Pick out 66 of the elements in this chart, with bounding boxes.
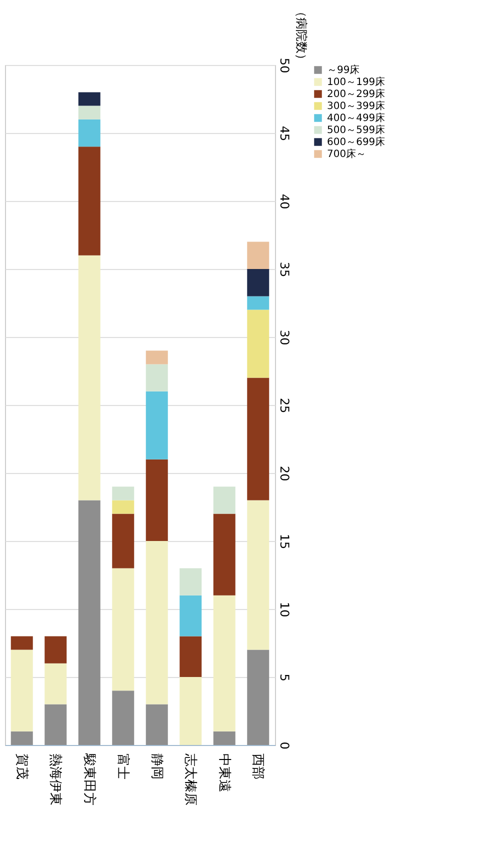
bar [146,350,168,364]
bar [247,242,270,269]
bar [213,486,236,514]
bar [112,514,134,568]
legend-label: 600～699床 [327,136,386,148]
bar [180,677,202,745]
y-tick-label: 45 [278,126,292,142]
bar [44,636,67,664]
x-tick-label: 駿東田方 [81,752,98,806]
bar [10,731,33,745]
bar [78,146,100,256]
bar [180,595,202,636]
x-tick-label: 賀茂 [14,754,29,780]
x-tick-label: 西部 [250,754,266,780]
legend-label: 500～599床 [327,124,386,136]
x-tick-label: 熱海伊東 [48,754,63,806]
legend-label: 100～199床 [327,76,386,88]
y-tick-label: 35 [278,262,292,278]
x-tick-label: 中東遠 [216,754,232,792]
bar [112,486,134,500]
bar [247,310,270,378]
bar [146,541,168,704]
bar [180,636,202,677]
bar [247,269,270,296]
bar [78,106,100,120]
legend-label: 700床～ [327,148,366,160]
legend-label: 300～399床 [327,100,386,112]
bar [112,500,134,514]
y-tick-label: 20 [278,466,292,482]
bar [10,650,33,732]
bar [146,391,168,460]
bar [78,119,100,147]
x-tick-label: 富士 [115,754,132,780]
bar [180,568,202,596]
y-tick-label: 50 [278,58,292,74]
bar [146,704,168,745]
bar [247,500,270,650]
y-tick-label: 30 [278,330,292,346]
bar [247,378,270,500]
bar [78,255,100,500]
y-tick-label: 10 [278,602,292,618]
bar [78,500,100,745]
bar [44,663,67,704]
y-tick-label: 40 [278,194,292,210]
legend-label: 400～499床 [327,112,386,124]
x-tick-label: 静岡 [148,754,164,780]
bar [146,364,168,392]
bar [44,704,67,745]
legend-label: ～99床 [327,64,360,76]
legend-label: 200～299床 [327,88,386,100]
y-tick-label: 0 [278,742,292,750]
bar [213,595,236,732]
bar [10,636,33,650]
bar [78,92,100,106]
bar [247,296,270,310]
y-axis-title: （病院数） [294,6,308,66]
bar [146,459,168,541]
bar [247,650,270,745]
bar [112,690,134,745]
bar [213,514,236,596]
y-tick-label: 5 [278,674,292,682]
x-tick-label: 志太榛原 [182,754,198,806]
bar [112,568,134,691]
y-tick-label: 25 [278,398,292,414]
y-tick-label: 15 [278,534,292,550]
bar [213,731,236,745]
